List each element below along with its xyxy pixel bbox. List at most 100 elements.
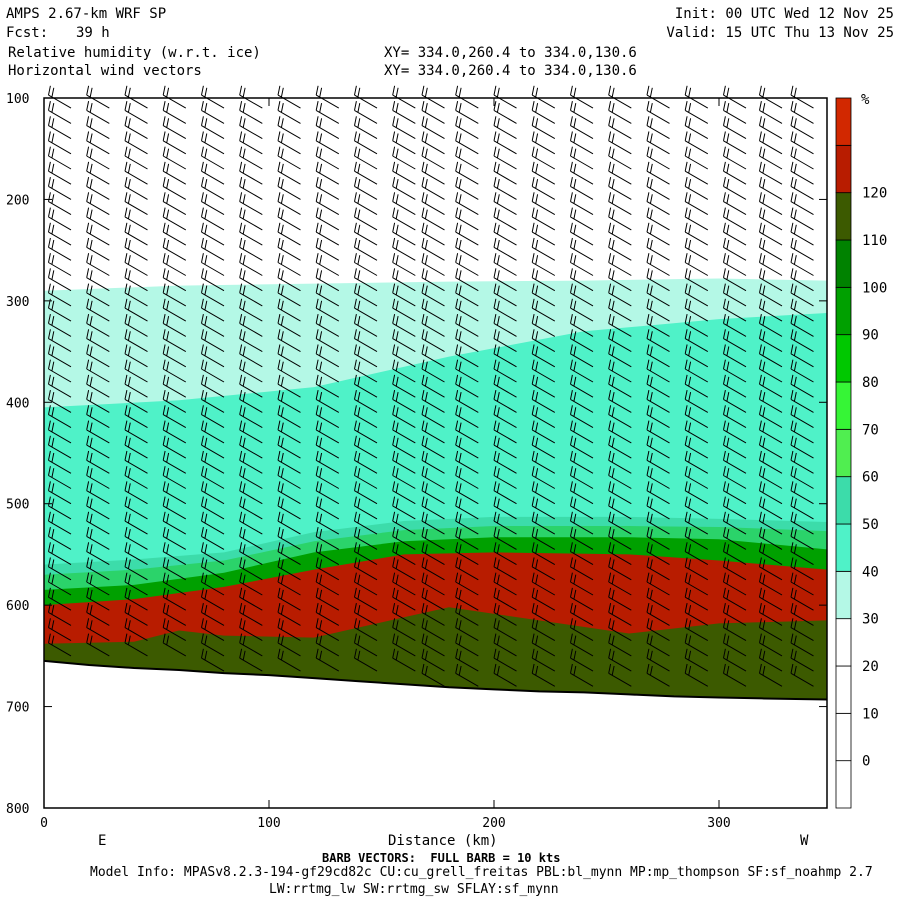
wind-barb [570, 313, 594, 337]
wind-barb [421, 420, 445, 444]
wind-barb [608, 557, 632, 581]
wind-barb [124, 253, 148, 276]
wind-barb [421, 176, 445, 200]
wind-barb [86, 389, 110, 413]
wind-barb [570, 116, 594, 140]
wind-barb [421, 344, 445, 368]
wind-barb [392, 222, 416, 246]
wind-barb [646, 237, 670, 261]
wind-barb [723, 100, 747, 124]
wind-barb [493, 663, 517, 687]
wind-barb [48, 466, 72, 489]
wind-barb [315, 359, 340, 383]
wind-barb [277, 648, 301, 672]
wind-barb [239, 253, 263, 276]
wind-barb [493, 587, 517, 611]
wind-barb [608, 146, 632, 170]
wind-barb [684, 146, 709, 170]
colorbar-label: 60 [862, 470, 879, 486]
wind-barb [493, 511, 517, 535]
wind-barb [124, 192, 148, 216]
wind-barb [759, 587, 783, 611]
wind-barb [86, 237, 110, 261]
wind-barb [421, 526, 445, 550]
wind-barb [239, 466, 263, 489]
wind-barb [277, 116, 301, 140]
wind-barb [239, 359, 263, 383]
wind-barb [354, 313, 378, 337]
wind-barb [315, 557, 340, 581]
wind-barb [201, 161, 225, 185]
wind-barb [277, 176, 301, 200]
wind-barb [531, 405, 556, 429]
wind-barb [239, 116, 263, 140]
wind-barb [239, 435, 263, 459]
wind-barb [493, 389, 517, 413]
wind-barb [608, 526, 632, 550]
wind-barb [684, 618, 709, 642]
wind-barb [124, 526, 148, 550]
wind-barb [608, 450, 632, 474]
wind-barb [201, 389, 225, 413]
wind-barb [531, 663, 556, 687]
wind-barb [493, 207, 517, 231]
wind-barb [790, 602, 814, 626]
wind-barb [354, 100, 378, 124]
wind-barb [162, 176, 187, 200]
wind-barb [455, 192, 479, 216]
wind-barb [48, 435, 72, 459]
wind-barb [354, 542, 378, 566]
wind-barb [455, 648, 479, 672]
wind-barb [315, 161, 340, 185]
wind-barb [201, 526, 225, 550]
wind-barb [421, 161, 445, 185]
wind-barb [277, 572, 301, 596]
wind-barb [315, 648, 340, 672]
wind-barb [790, 176, 814, 200]
wind-barb [608, 268, 632, 292]
wind-barb [48, 268, 72, 292]
wind-barb [723, 405, 747, 429]
wind-barb [392, 435, 416, 459]
wind-barb [455, 374, 479, 398]
wind-barb [493, 359, 517, 383]
wind-barb [201, 100, 225, 124]
wind-barb [723, 131, 747, 155]
wind-barb [239, 526, 263, 550]
wind-barb [570, 298, 594, 322]
wind-barb [570, 329, 594, 353]
wind-barb [723, 389, 747, 413]
wind-barb [315, 222, 340, 246]
wind-barb [354, 526, 378, 550]
wind-barb [124, 389, 148, 413]
wind-barb [86, 481, 110, 505]
wind-barb [455, 481, 479, 505]
valid-time: Valid: 15 UTC Thu 13 Nov 25 [666, 25, 894, 41]
wind-barb [684, 298, 709, 322]
wind-barb [354, 602, 378, 626]
wind-barb [392, 466, 416, 489]
wind-barb [684, 359, 709, 383]
wind-barb [392, 389, 416, 413]
wind-barb [790, 283, 814, 307]
wind-barb [201, 572, 225, 596]
wind-barb [315, 192, 340, 216]
wind-barb [201, 192, 225, 216]
wind-barb [239, 557, 263, 581]
wind-barb [646, 329, 670, 353]
wind-barb [759, 435, 783, 459]
wind-barb [201, 268, 225, 292]
wind-barb [86, 222, 110, 246]
wind-barb [723, 572, 747, 596]
wind-barb [86, 557, 110, 581]
wind-barb [723, 602, 747, 626]
wind-barb [531, 298, 556, 322]
wind-barb [759, 176, 783, 200]
wind-barb [239, 374, 263, 398]
wind-barb [48, 359, 72, 383]
wind-barb [315, 481, 340, 505]
wind-barb [455, 268, 479, 292]
wind-barb [455, 161, 479, 185]
wind-barb [759, 542, 783, 566]
wind-barb [646, 572, 670, 596]
